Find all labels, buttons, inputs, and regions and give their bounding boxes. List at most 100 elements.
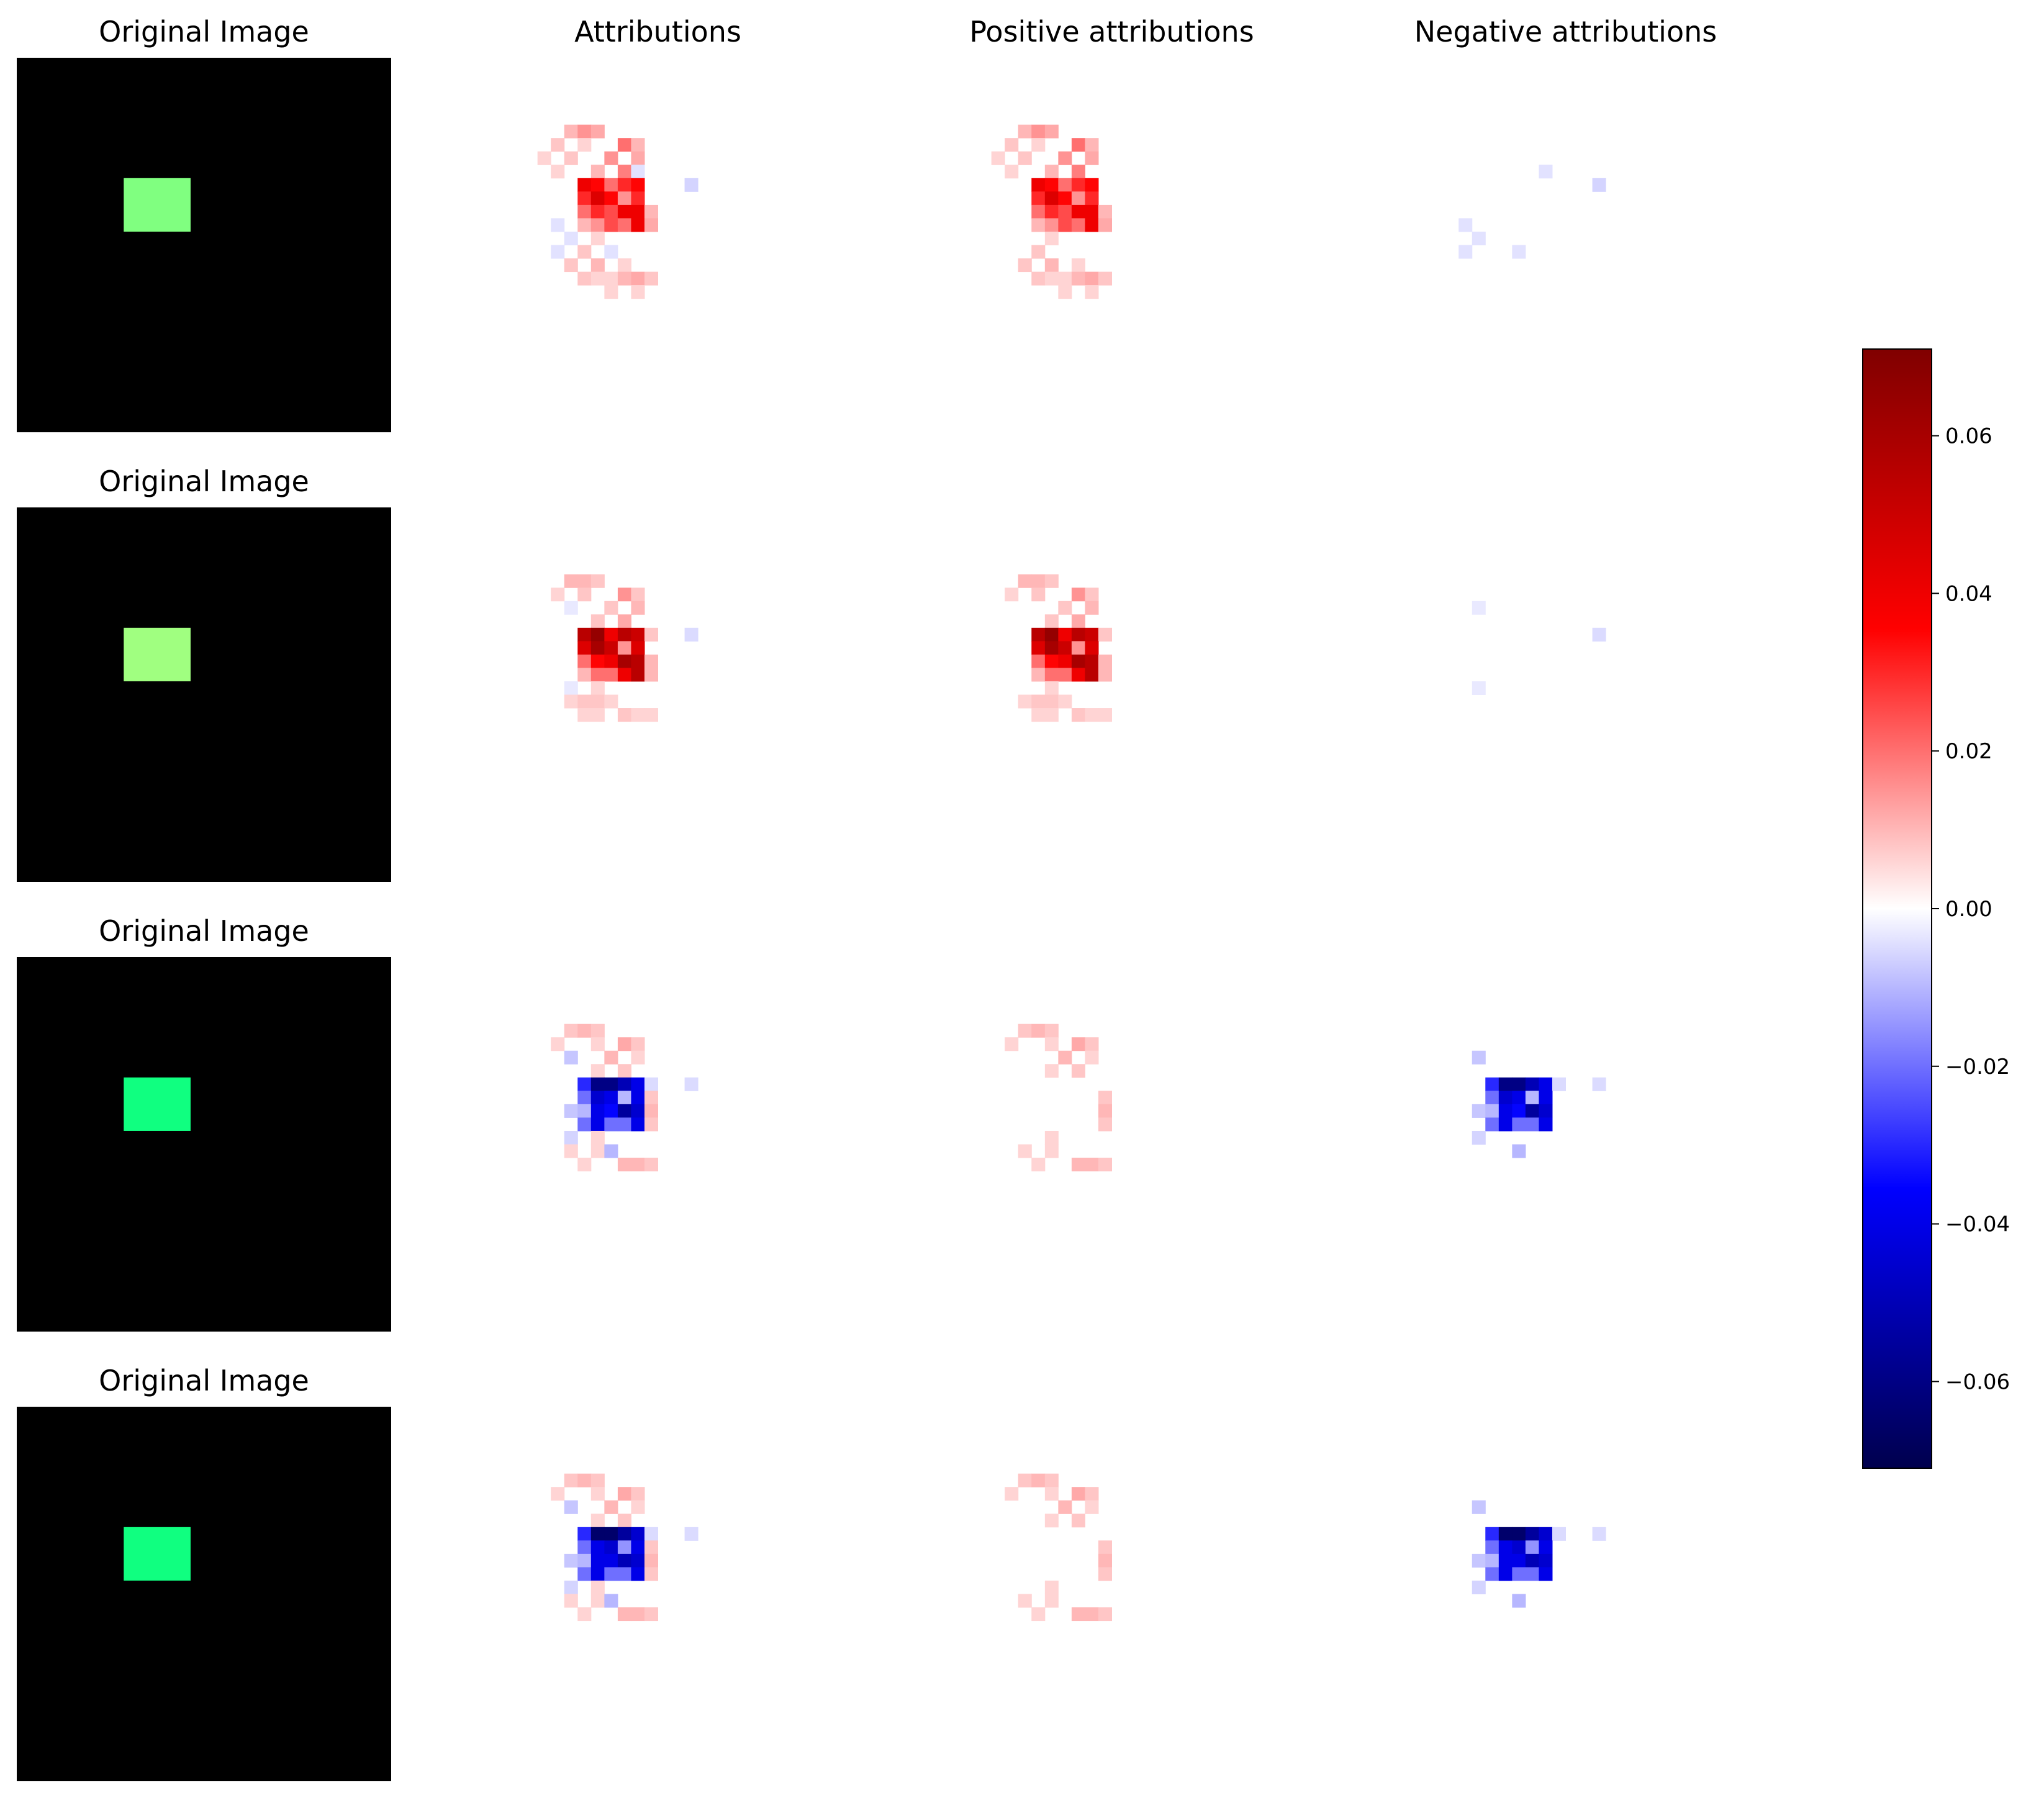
heatmap-cell [1005, 138, 1019, 152]
heatmap-cell [644, 1527, 658, 1541]
colorbar-tick-label: −0.04 [1945, 1212, 2010, 1237]
heatmap-cell [1512, 1144, 1526, 1158]
heatmap-cell [1525, 1540, 1539, 1555]
heatmap-cell [564, 1130, 578, 1145]
heatmap-cell [1044, 654, 1059, 668]
heatmap-cell [631, 1050, 645, 1065]
heatmap-cell [617, 1567, 631, 1581]
heatmap-cell [1472, 1050, 1486, 1065]
heatmap-cell [617, 627, 631, 642]
heatmap-cell [1071, 1037, 1085, 1051]
heatmap-cell [1592, 1077, 1606, 1091]
heatmap-cell [1498, 1077, 1513, 1091]
positive-attributions-panel [925, 507, 1299, 882]
heatmap-cell [644, 204, 658, 219]
heatmap-cell [564, 601, 578, 615]
heatmap-cell [1005, 1037, 1019, 1051]
heatmap-cell [1552, 1077, 1566, 1091]
heatmap-cell [1498, 1527, 1513, 1541]
heatmap-background [925, 507, 1299, 882]
heatmap-cell [631, 1567, 645, 1581]
heatmap-cell [1085, 178, 1099, 192]
heatmap-cell [1472, 1580, 1486, 1594]
heatmap-cell [1098, 1117, 1112, 1132]
colorbar-tick-label: 0.02 [1945, 739, 1992, 764]
heatmap-cell [1458, 218, 1473, 232]
heatmap-cell [604, 151, 618, 165]
heatmap-cell [617, 654, 631, 668]
heatmap-cell [617, 1553, 631, 1568]
heatmap-cell [631, 1500, 645, 1514]
heatmap-cell [604, 1144, 618, 1158]
heatmap-cell [590, 1594, 605, 1608]
heatmap-cell [1044, 1037, 1059, 1051]
heatmap-cell [577, 694, 592, 709]
heatmap-cell [604, 694, 618, 709]
heatmap-cell [617, 165, 631, 179]
heatmap-cell [1098, 1553, 1112, 1568]
heatmap-cell [1472, 1500, 1486, 1514]
panel-title: Negative attributions [1414, 15, 1717, 48]
original-image-square [124, 1077, 191, 1131]
heatmap-cell [617, 668, 631, 682]
heatmap-cell [1525, 1104, 1539, 1118]
heatmap-cell [1044, 627, 1059, 642]
heatmap-cell [1071, 654, 1085, 668]
heatmap-cell [1085, 1158, 1099, 1172]
heatmap-cell [1018, 258, 1032, 273]
heatmap-cell [617, 1077, 631, 1091]
heatmap-cell [1031, 178, 1046, 192]
heatmap-cell [644, 1077, 658, 1091]
heatmap-cell [551, 1487, 565, 1501]
heatmap-cell [684, 1527, 699, 1541]
heatmap-cell [564, 694, 578, 709]
heatmap-cell [1044, 1487, 1059, 1501]
heatmap-cell [1592, 178, 1606, 192]
heatmap-cell [604, 1104, 618, 1118]
heatmap-cell [631, 1037, 645, 1051]
heatmap-cell [577, 1117, 592, 1132]
heatmap-cell [1085, 1487, 1099, 1501]
heatmap-cell [1485, 1567, 1499, 1581]
positive-attributions-panel [925, 58, 1299, 432]
heatmap-cell [1044, 191, 1059, 206]
heatmap-cell [1098, 1567, 1112, 1581]
heatmap-cell [1044, 1473, 1059, 1487]
heatmap-cell [1085, 668, 1099, 682]
heatmap-cell [631, 654, 645, 668]
heatmap-cell [590, 1540, 605, 1555]
heatmap-cell [577, 1607, 592, 1622]
heatmap-cell [1085, 191, 1099, 206]
heatmap-cell [1058, 694, 1072, 709]
heatmap-cell [1512, 1553, 1526, 1568]
heatmap-cell [590, 708, 605, 722]
attributions-panel [471, 1407, 845, 1781]
heatmap-cell [1044, 574, 1059, 588]
heatmap-cell [590, 191, 605, 206]
heatmap-cell [644, 1607, 658, 1622]
heatmap-cell [1071, 668, 1085, 682]
heatmap-cell [631, 218, 645, 232]
heatmap-cell [631, 1104, 645, 1118]
heatmap-cell [604, 271, 618, 286]
heatmap-cell [1018, 1473, 1032, 1487]
panel-grid: Original Image Attributions Positive attri… [17, 15, 1753, 1781]
heatmap-cell [551, 1037, 565, 1051]
original-image-square [124, 627, 191, 681]
heatmap-cell [590, 1527, 605, 1541]
heatmap-cell [1018, 1144, 1032, 1158]
heatmap-cell [1098, 708, 1112, 722]
colorbar-tick-label: 0.04 [1945, 581, 1992, 606]
heatmap-cell [577, 641, 592, 655]
heatmap-cell [1031, 245, 1046, 259]
heatmap-cell [1058, 601, 1072, 615]
heatmap-cell [1498, 1104, 1513, 1118]
heatmap-cell [617, 641, 631, 655]
heatmap-cell [590, 1473, 605, 1487]
heatmap-cell [564, 151, 578, 165]
heatmap-cell [604, 1540, 618, 1555]
heatmap-cell [1071, 138, 1085, 152]
heatmap-cell [1512, 1594, 1526, 1608]
heatmap-cell [1539, 1553, 1553, 1568]
